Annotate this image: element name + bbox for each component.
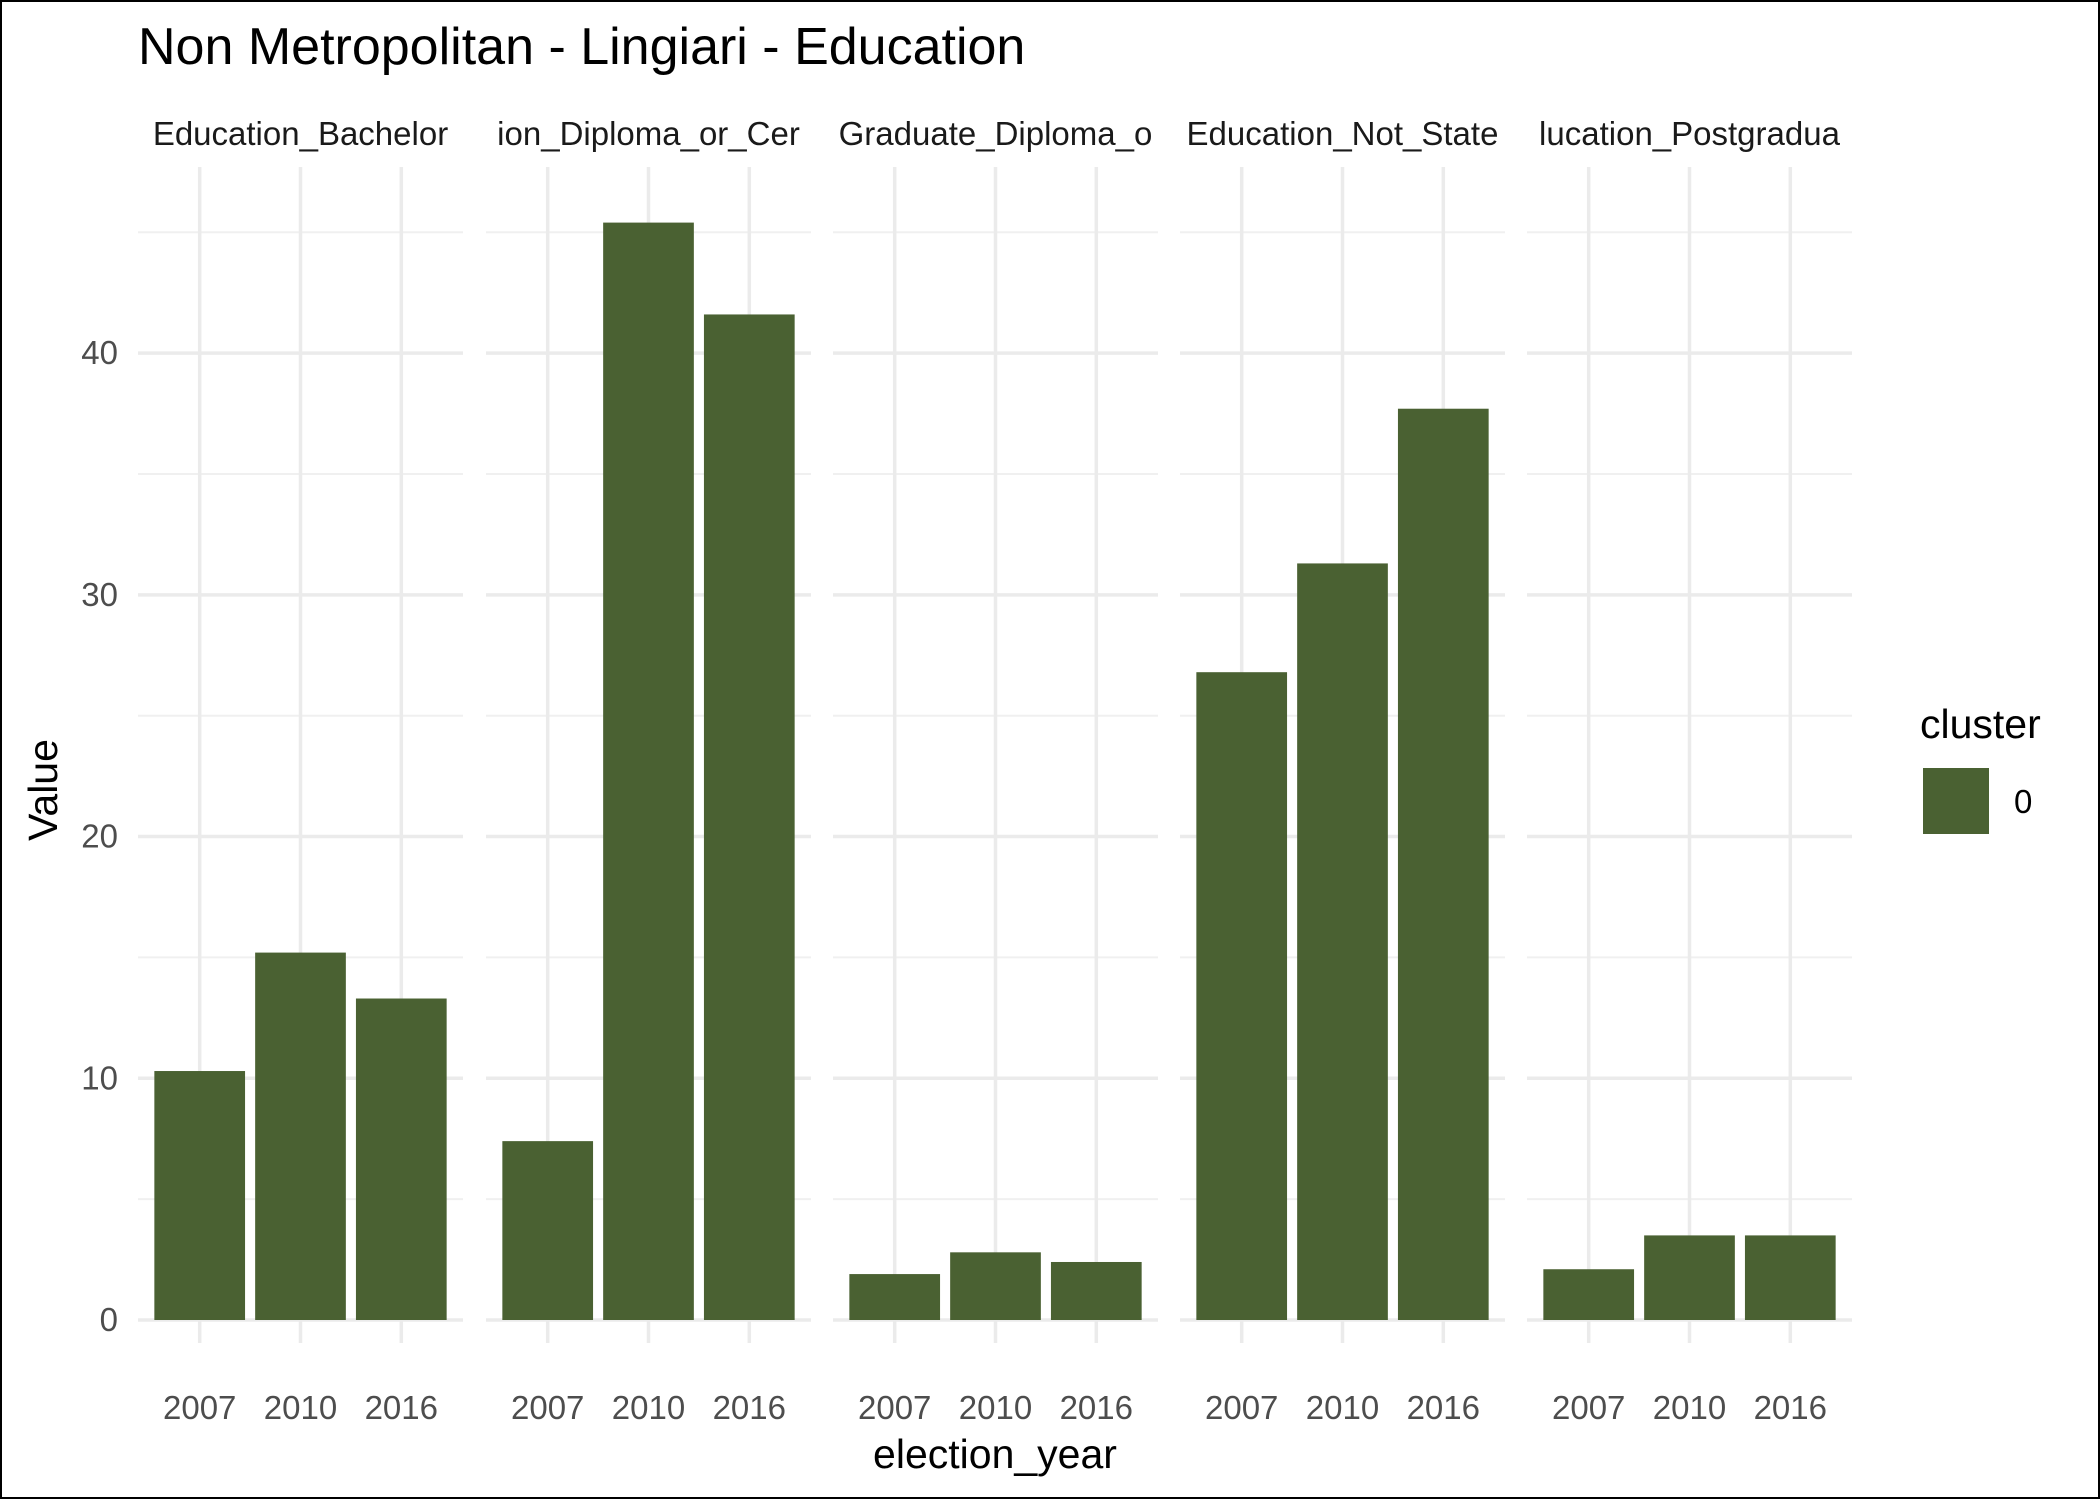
x-tick-label: 2010 [959, 1389, 1032, 1426]
facet-strip-label: lucation_Postgradua [1539, 115, 1841, 152]
legend: cluster 0 [1920, 701, 2041, 834]
bar [1644, 1235, 1735, 1320]
x-tick-label: 2010 [264, 1389, 337, 1426]
chart-title: Non Metropolitan - Lingiari - Education [138, 18, 1025, 76]
legend-swatch [1923, 768, 1989, 834]
bar [1196, 672, 1288, 1320]
x-tick-label: 2007 [163, 1389, 236, 1426]
y-tick-label: 20 [81, 818, 118, 855]
facet-strip-label: Education_Not_State [1187, 115, 1499, 152]
y-tick-label: 40 [81, 334, 118, 371]
facet-panel: ion_Diploma_or_Cer 2007 2010 2016 [486, 115, 811, 1426]
y-axis: 0 10 20 30 40 [81, 334, 118, 1338]
facet-strip-label: Graduate_Diploma_o [839, 115, 1153, 152]
x-tick-label: 2016 [1754, 1389, 1827, 1426]
bar [1297, 563, 1388, 1320]
bar [849, 1274, 941, 1320]
y-tick-label: 0 [100, 1301, 118, 1338]
x-tick-label: 2010 [1306, 1389, 1379, 1426]
y-tick-label: 30 [81, 576, 118, 613]
x-tick-label: 2007 [1205, 1389, 1278, 1426]
x-axis-title: election_year [873, 1431, 1117, 1477]
bar [154, 1071, 246, 1320]
bar [950, 1252, 1041, 1320]
x-tick-label: 2007 [858, 1389, 931, 1426]
bar [1397, 408, 1489, 1320]
facet-strip-label: ion_Diploma_or_Cer [497, 115, 800, 152]
x-tick-label: 2010 [612, 1389, 685, 1426]
facet-panel: Education_Bachelor 2007 2010 2016 [138, 115, 463, 1426]
facet-strip-label: Education_Bachelor [153, 115, 448, 152]
y-tick-label: 10 [81, 1059, 118, 1096]
bar [1050, 1261, 1142, 1320]
y-axis-title: Value [20, 739, 66, 841]
x-tick-label: 2010 [1653, 1389, 1726, 1426]
bar [502, 1141, 594, 1320]
legend-title: cluster [1920, 701, 2041, 747]
x-tick-label: 2016 [1060, 1389, 1133, 1426]
x-tick-label: 2007 [1552, 1389, 1625, 1426]
bar [255, 952, 346, 1320]
x-tick-label: 2016 [713, 1389, 786, 1426]
x-tick-label: 2016 [365, 1389, 438, 1426]
x-tick-label: 2007 [511, 1389, 584, 1426]
bar [1744, 1235, 1836, 1320]
bar [603, 222, 694, 1321]
legend-label: 0 [2014, 783, 2032, 820]
bar [703, 314, 795, 1321]
facet-panel: Graduate_Diploma_o 2007 2010 2016 [833, 115, 1158, 1426]
bar [1543, 1269, 1635, 1320]
x-tick-label: 2016 [1407, 1389, 1480, 1426]
facet-panel: lucation_Postgradua 2007 2010 2016 [1527, 115, 1852, 1426]
bar [355, 998, 447, 1320]
facet-panel: Education_Not_State 2007 2010 2016 [1180, 115, 1505, 1426]
